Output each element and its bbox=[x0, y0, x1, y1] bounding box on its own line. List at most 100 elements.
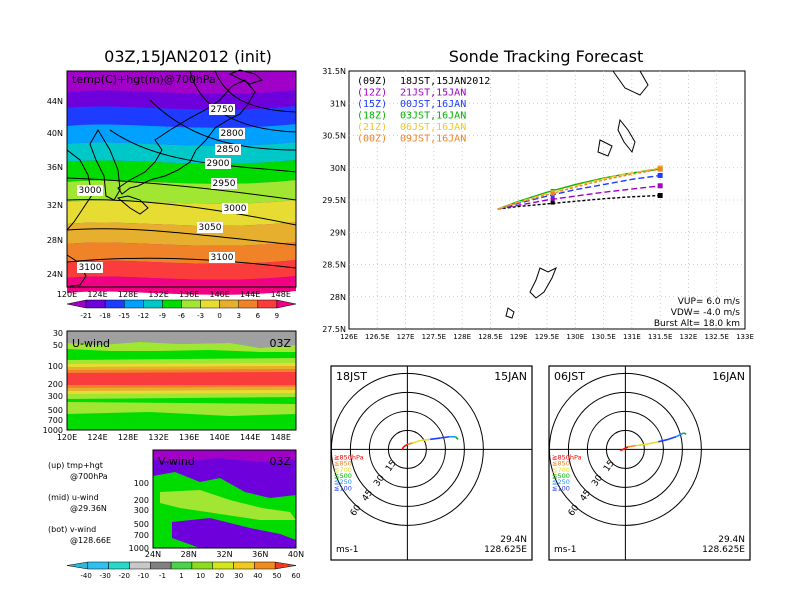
hodo-lat: 29.4N bbox=[500, 535, 527, 545]
colorbar-cell bbox=[276, 299, 297, 309]
hodo-units: ms-1 bbox=[554, 545, 576, 555]
level-tick: 300 bbox=[134, 506, 149, 515]
colorbar-cell bbox=[254, 561, 276, 570]
hodo-legend: ≧850hPa bbox=[552, 453, 582, 461]
temp-band bbox=[67, 75, 296, 94]
height-contour bbox=[66, 257, 297, 269]
vwind-time: 03Z bbox=[269, 455, 291, 468]
hodo-segment bbox=[403, 443, 408, 448]
lat-tick: 36N bbox=[252, 550, 268, 559]
colorbar-cell bbox=[129, 561, 151, 570]
track-endpoint bbox=[657, 166, 663, 172]
hodo-segment bbox=[619, 448, 624, 452]
svg-text:2750: 2750 bbox=[211, 105, 234, 115]
track-endpoint bbox=[657, 183, 663, 189]
uwind-label: U-wind bbox=[72, 337, 110, 350]
svg-text:3100: 3100 bbox=[79, 263, 102, 273]
lat-tick: 40N bbox=[47, 129, 63, 138]
temp-band bbox=[67, 160, 296, 184]
temperature-colorbar: -21 -18 -15 -12 -9 -6 -3 0 3 6 9 bbox=[66, 299, 297, 320]
colorbar-cell bbox=[108, 561, 130, 570]
lat-tick: 24N bbox=[47, 270, 63, 279]
colorbar-label: 50 bbox=[272, 572, 281, 580]
colorbar-cell bbox=[219, 299, 239, 309]
hodo-legend: ≦100 bbox=[334, 484, 352, 492]
colorbar-cell bbox=[233, 561, 255, 570]
lat-tick: 40N bbox=[288, 550, 304, 559]
map-label: temp(C)+hgt(m)@700hPa bbox=[72, 73, 216, 86]
colorbar-label: 1 bbox=[179, 572, 183, 580]
colorbar-cell bbox=[162, 299, 182, 309]
hodo-date: 15JAN bbox=[494, 370, 527, 383]
hodo-time: 18JST bbox=[336, 370, 367, 383]
vup-text: VUP= 6.0 m/s bbox=[678, 297, 741, 307]
hodo-segment bbox=[627, 444, 636, 448]
hodograph-frame bbox=[330, 365, 533, 561]
colorbar-label: 6 bbox=[256, 312, 261, 320]
track-marker bbox=[550, 200, 555, 205]
level-tick: 100 bbox=[48, 362, 63, 371]
hodo-legend: ≦850 bbox=[552, 460, 570, 468]
colorbar-label: 9 bbox=[275, 312, 279, 320]
height-contour bbox=[149, 99, 297, 151]
lon-tick: 136E bbox=[179, 290, 199, 299]
hodo-legend: ≦250 bbox=[552, 478, 570, 486]
height-contour bbox=[66, 177, 297, 201]
lon-tick: 126.5E bbox=[365, 333, 389, 341]
level-tick: 500 bbox=[134, 520, 149, 529]
lon-tick: 120E bbox=[57, 290, 77, 299]
colorbar-cell bbox=[212, 561, 234, 570]
contour-label: 3100 bbox=[77, 262, 103, 273]
hodo-legend: ≧850hPa bbox=[334, 453, 364, 461]
colorbar-label: -10 bbox=[138, 572, 149, 580]
lat-tick: 29N bbox=[330, 228, 346, 237]
svg-text:(15Z): (15Z) bbox=[357, 99, 387, 110]
lon-tick: 132E bbox=[680, 333, 698, 341]
lat-tick: 32N bbox=[216, 550, 232, 559]
level-tick: 1000 bbox=[129, 544, 149, 553]
colorbar-cell bbox=[143, 299, 163, 309]
lon-tick: 124E bbox=[87, 433, 107, 442]
legend-entry: (12Z) 21JST,15JAN bbox=[357, 88, 466, 99]
burst-text: Burst Alt= 18.0 km bbox=[654, 319, 740, 329]
hodo-legend: ≦100 bbox=[552, 484, 570, 492]
svg-text:(18Z): (18Z) bbox=[357, 111, 387, 122]
lon-tick: 126E bbox=[340, 333, 358, 341]
lon-tick: 128.5E bbox=[478, 333, 502, 341]
lon-tick: 127E bbox=[397, 333, 415, 341]
lat-tick: 24N bbox=[145, 550, 161, 559]
lon-tick: 144E bbox=[240, 433, 260, 442]
contour-label: 2900 bbox=[205, 158, 231, 169]
hodo-legend: ≦500 bbox=[552, 472, 570, 480]
map-panel: 2750280028502900295030003000305031003100… bbox=[47, 69, 297, 299]
hodo-segment bbox=[412, 439, 421, 444]
track-panel: (09Z) 18JST,15JAN2012(12Z) 21JST,15JAN(15Z… bbox=[322, 67, 754, 341]
colorbar-label: -1 bbox=[159, 572, 166, 580]
hodo-segment bbox=[683, 432, 687, 435]
svg-text:@128.66E: @128.66E bbox=[70, 536, 111, 545]
hodo-lon: 128.625E bbox=[702, 545, 745, 555]
colorbar-label: 0 bbox=[217, 312, 221, 320]
lon-tick: 133E bbox=[736, 333, 754, 341]
contour-label: 2800 bbox=[219, 128, 245, 139]
contour-label: 2850 bbox=[215, 144, 241, 155]
colorbar-cell bbox=[170, 561, 193, 570]
lon-tick: 127.5E bbox=[422, 333, 446, 341]
legend-entry: (21Z) 06JST,16JAN bbox=[357, 122, 466, 133]
colorbar-label: 10 bbox=[196, 572, 205, 580]
uwind-time: 03Z bbox=[269, 337, 291, 350]
svg-text:(21Z): (21Z) bbox=[357, 122, 387, 133]
colorbar-cell bbox=[66, 561, 89, 570]
height-contour bbox=[66, 199, 297, 226]
contour-label: 2950 bbox=[211, 178, 237, 189]
height-contour bbox=[109, 129, 297, 173]
lat-tick: 32N bbox=[47, 201, 63, 210]
colorbar-label: -9 bbox=[159, 312, 166, 320]
hodo-segment bbox=[401, 446, 405, 450]
svg-text:09JST,16JAN: 09JST,16JAN bbox=[400, 134, 466, 145]
lon-tick: 130.5E bbox=[591, 333, 615, 341]
legend-entry: (18Z) 03JST,16JAN bbox=[357, 111, 466, 122]
svg-text:@29.36N: @29.36N bbox=[70, 504, 107, 513]
svg-text:(mid) u-wind: (mid) u-wind bbox=[48, 493, 99, 502]
